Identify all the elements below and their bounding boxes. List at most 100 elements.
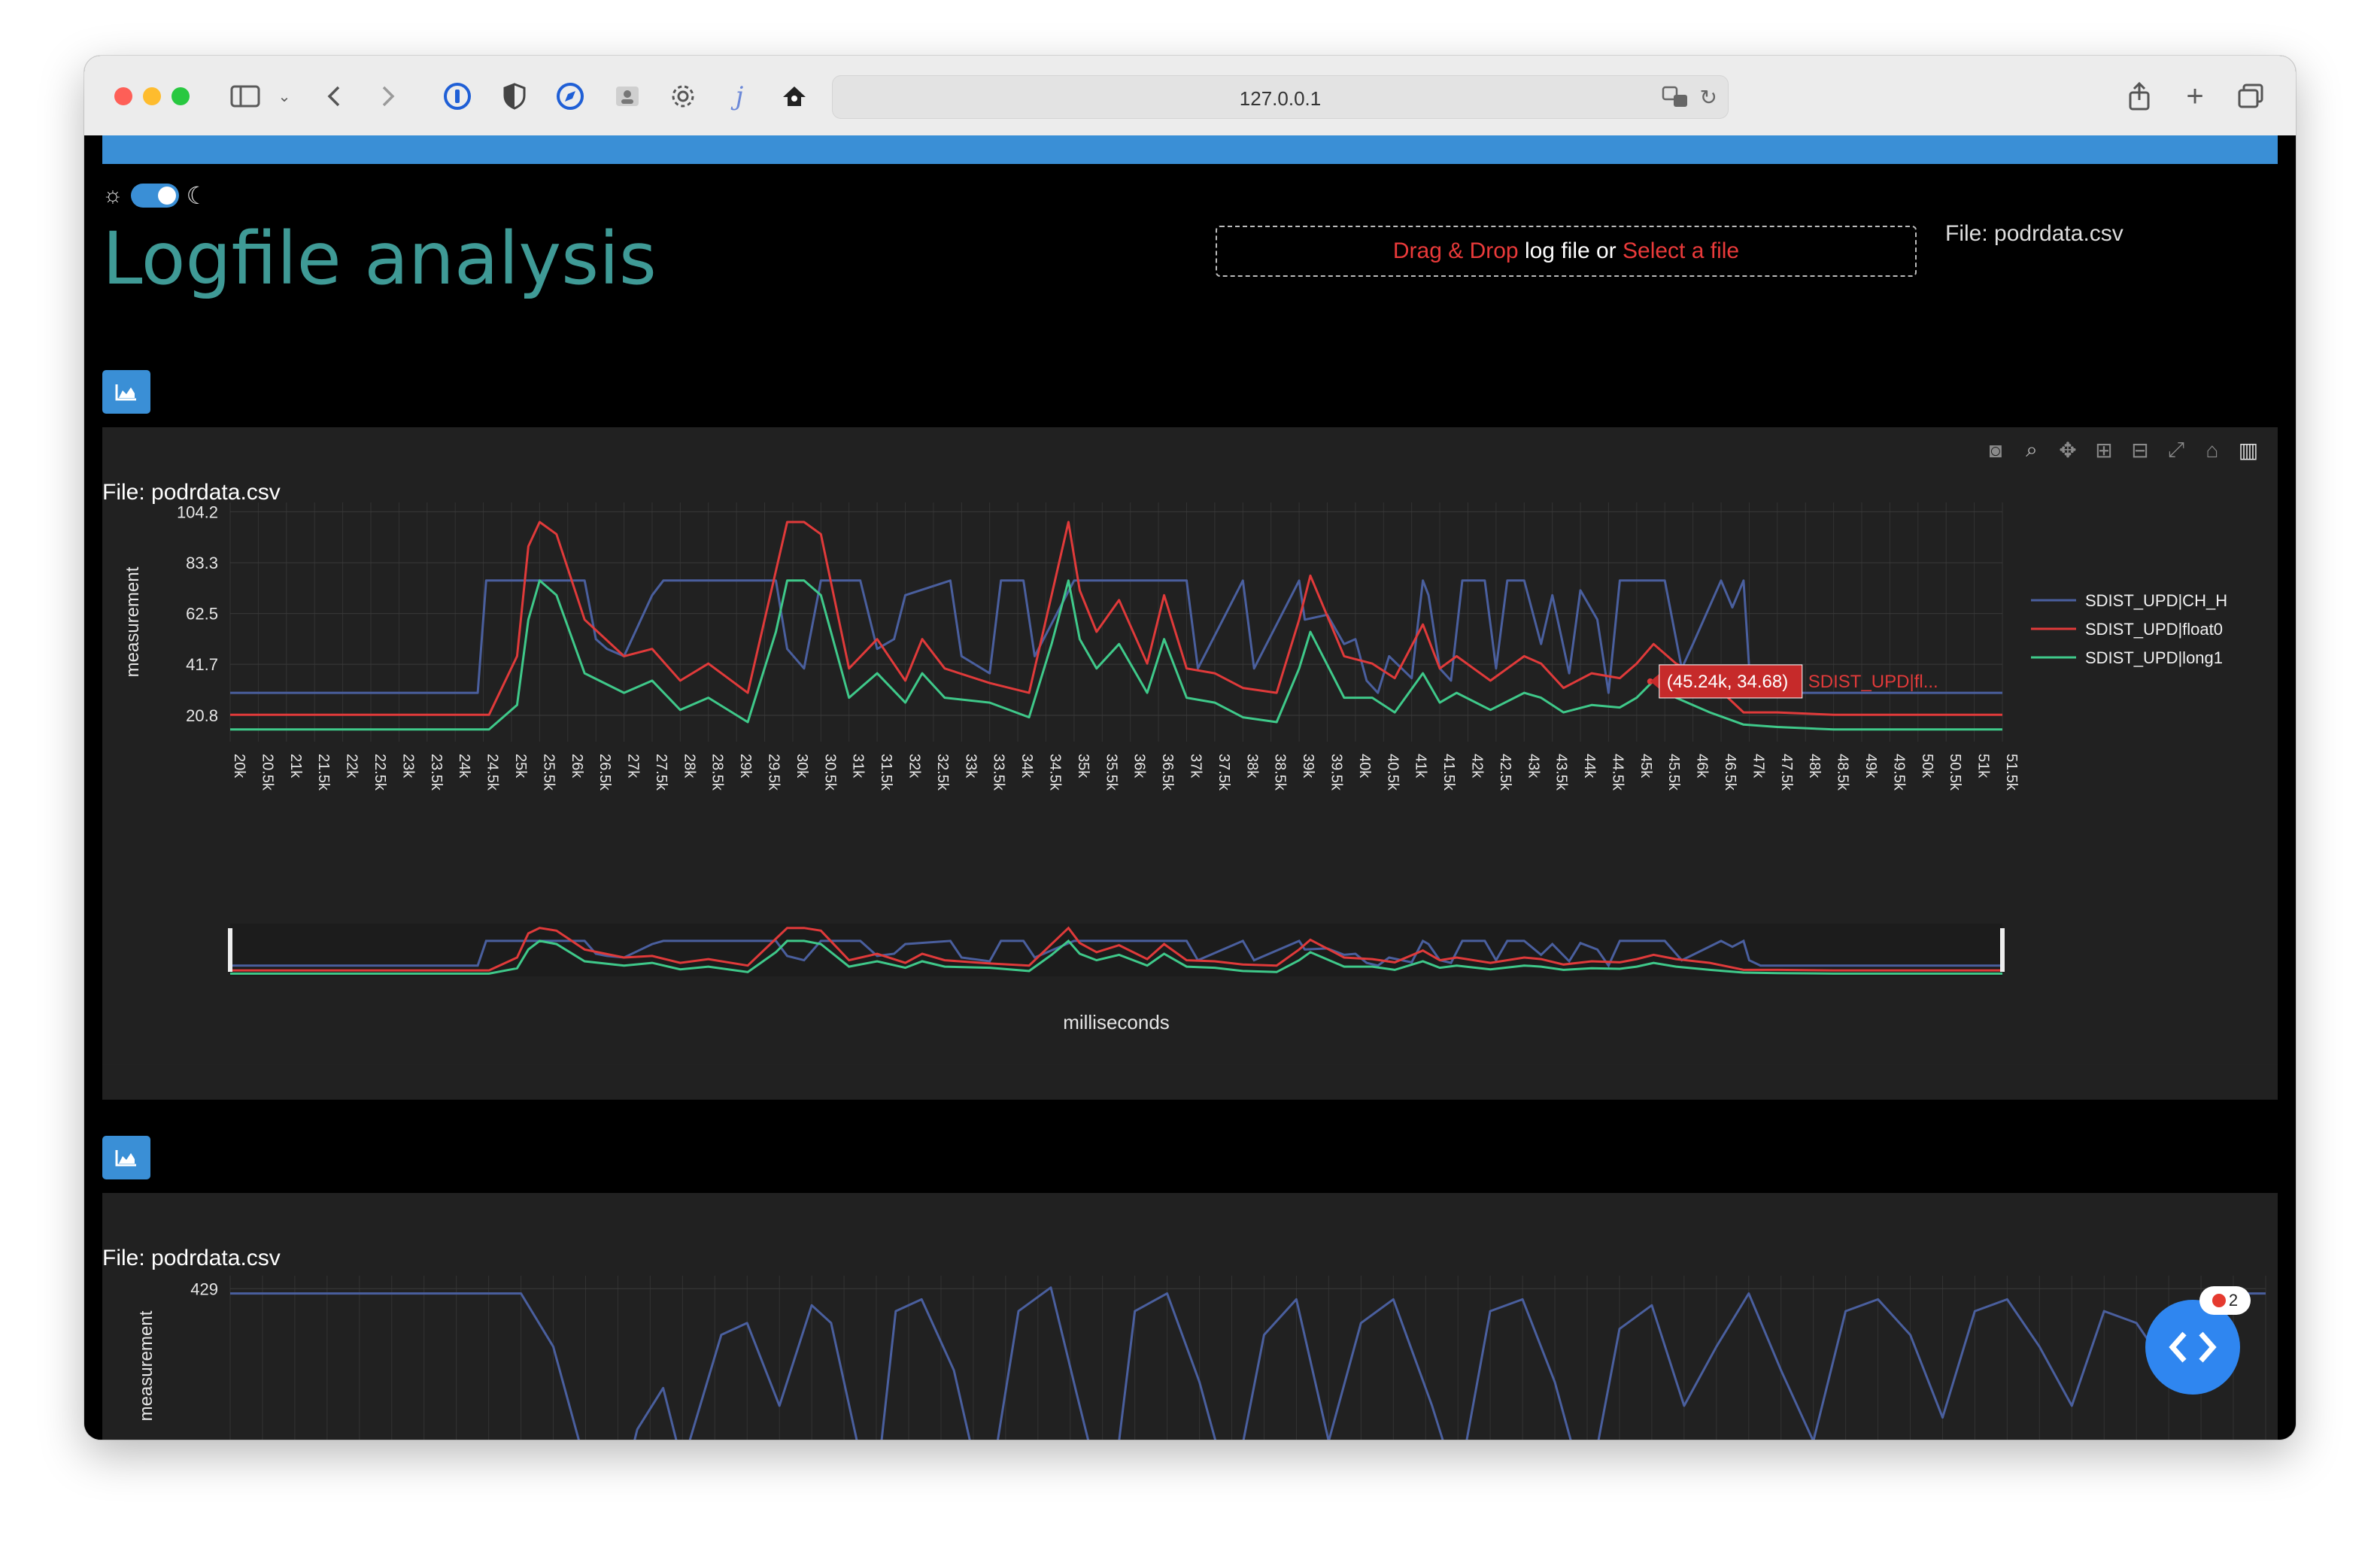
x-tick-label: 33k bbox=[962, 754, 979, 779]
x-tick-label: 20k bbox=[231, 754, 247, 779]
y-tick-label: 41.7 bbox=[186, 655, 218, 674]
autoscale-icon[interactable]: ⤢ bbox=[2167, 438, 2185, 461]
x-tick-label: 28.5k bbox=[709, 754, 726, 791]
x-tick-label: 31.5k bbox=[878, 754, 894, 791]
zoom-icon[interactable]: ⌕ bbox=[2026, 438, 2038, 461]
j-extension-icon[interactable]: j bbox=[735, 81, 744, 111]
area-chart-icon bbox=[115, 1150, 136, 1167]
legend-label: SDIST_UPD|float0 bbox=[2085, 620, 2223, 639]
shield-icon[interactable] bbox=[498, 80, 531, 113]
file-dropzone[interactable]: Drag & Drop log file or Select a file bbox=[1216, 226, 1917, 277]
x-tick-label: 41.5k bbox=[1440, 754, 1457, 791]
notification-badge: 2 bbox=[2199, 1286, 2251, 1315]
theme-toggle[interactable] bbox=[130, 184, 179, 208]
chart-panel-1: ◙ ⌕ ✥ ⊞ ⊟ ⤢ ⌂ ▥ File: podrdata.csv 20k 20… bbox=[102, 427, 2278, 1100]
sidebar-menu-chevron-icon[interactable]: ⌄ bbox=[278, 88, 291, 105]
x-tick-label: 21.5k bbox=[315, 754, 332, 791]
share-icon[interactable] bbox=[2124, 80, 2154, 113]
x-tick-label: 51.5k bbox=[2003, 754, 2020, 791]
hover-tooltip-box bbox=[1659, 664, 1803, 699]
home-icon[interactable]: ⌂ bbox=[2205, 438, 2219, 462]
series-line bbox=[230, 521, 2002, 716]
y-tick-label: 20.8 bbox=[186, 706, 218, 725]
x-tick-label: 32.5k bbox=[934, 754, 951, 791]
x-tick-label: 39.5k bbox=[1328, 754, 1344, 791]
compass-extension-icon[interactable] bbox=[554, 80, 587, 113]
moon-icon: ☾ bbox=[186, 182, 208, 209]
address-bar[interactable]: 127.0.0.1 ↻ bbox=[832, 75, 1729, 119]
range-slider-series-line bbox=[230, 939, 2002, 975]
browser-toolbar: ⌄ j 127.0.0.1 ↻ bbox=[84, 56, 2296, 136]
series-line bbox=[230, 579, 2002, 731]
legend-label: SDIST_UPD|CH_H bbox=[2085, 591, 2227, 610]
hover-tooltip-arrow bbox=[1650, 673, 1659, 689]
x-tick-label: 49.5k bbox=[1890, 754, 1907, 791]
x-tick-label: 30.5k bbox=[821, 754, 838, 791]
x-tick-label: 35k bbox=[1075, 754, 1091, 779]
x-tick-label: 48.5k bbox=[1835, 754, 1851, 791]
x-tick-label: 22k bbox=[344, 754, 360, 779]
new-tab-icon[interactable]: + bbox=[2186, 79, 2204, 113]
reload-icon[interactable]: ↻ bbox=[1699, 86, 1717, 109]
x-axis-title: milliseconds bbox=[1063, 1011, 1170, 1033]
line-chart-1[interactable]: 20k 20.5k 21k 21.5k 22k 22.5k 23k 23.5k 24k 24.5k… bbox=[102, 427, 2278, 1100]
x-tick-label: 49k bbox=[1862, 754, 1879, 779]
password-manager-icon[interactable] bbox=[441, 80, 474, 113]
plotly-logo-icon[interactable]: ▥ bbox=[2238, 439, 2259, 462]
range-slider-bg bbox=[230, 924, 2002, 976]
x-tick-label: 32k bbox=[906, 754, 923, 779]
forward-icon[interactable] bbox=[376, 80, 400, 113]
x-tick-label: 29k bbox=[737, 754, 754, 779]
x-tick-label: 21k bbox=[287, 754, 304, 779]
code-view-button[interactable] bbox=[2145, 1300, 2240, 1395]
x-tick-label: 33.5k bbox=[991, 754, 1007, 791]
ghost-extension-icon[interactable] bbox=[778, 80, 811, 113]
x-tick-label: 46k bbox=[1694, 754, 1711, 779]
x-tick-label: 47k bbox=[1750, 754, 1766, 779]
code-brackets-icon bbox=[2169, 1331, 2217, 1363]
y-tick-label: 62.5 bbox=[186, 605, 218, 624]
x-tick-label: 40k bbox=[1356, 754, 1373, 779]
minimize-window-button[interactable] bbox=[143, 87, 161, 105]
hover-point bbox=[1647, 678, 1653, 684]
zoom-window-button[interactable] bbox=[172, 87, 190, 105]
x-tick-label: 31k bbox=[850, 754, 867, 779]
x-tick-label: 30k bbox=[794, 754, 810, 779]
x-tick-label: 25.5k bbox=[540, 754, 557, 791]
zoom-in-icon[interactable]: ⊞ bbox=[2095, 439, 2113, 462]
zoom-out-icon[interactable]: ⊟ bbox=[2131, 439, 2149, 462]
gear-icon[interactable] bbox=[666, 80, 700, 113]
x-tick-label: 37k bbox=[1187, 754, 1204, 779]
x-tick-label: 40.5k bbox=[1384, 754, 1401, 791]
hover-tooltip-series: SDIST_UPD|fl... bbox=[1808, 672, 1938, 692]
page-title: Logfile analysis bbox=[102, 217, 657, 301]
camera-icon[interactable]: ◙ bbox=[1989, 438, 2002, 462]
x-tick-label: 28k bbox=[681, 754, 697, 779]
x-tick-label: 42.5k bbox=[1497, 754, 1513, 791]
x-tick-label: 26k bbox=[569, 754, 585, 779]
series-line bbox=[230, 1286, 2266, 1440]
translate-icon[interactable] bbox=[1662, 86, 1689, 112]
range-slider-series-line bbox=[230, 926, 2002, 972]
line-chart-2[interactable]: 429 measurement bbox=[102, 1193, 2278, 1440]
close-window-button[interactable] bbox=[114, 87, 132, 105]
x-tick-label: 47.5k bbox=[1778, 754, 1795, 791]
x-tick-label: 44k bbox=[1581, 754, 1598, 779]
x-tick-label: 46.5k bbox=[1722, 754, 1738, 791]
sidebar-toggle-icon[interactable] bbox=[229, 80, 262, 113]
x-tick-label: 42k bbox=[1468, 754, 1485, 779]
tab-overview-icon[interactable] bbox=[2236, 80, 2266, 113]
chart-toggle-button-1[interactable] bbox=[102, 370, 150, 414]
chart-file-label-2: File: podrdata.csv bbox=[102, 1246, 281, 1270]
x-tick-label: 45.5k bbox=[1665, 754, 1682, 791]
x-tick-label: 37.5k bbox=[1216, 754, 1232, 791]
browser-window: ⌄ j 127.0.0.1 ↻ bbox=[84, 56, 2296, 1440]
x-tick-label: 41k bbox=[1413, 754, 1429, 779]
pan-icon[interactable]: ✥ bbox=[2059, 439, 2077, 462]
chart-toggle-button-2[interactable] bbox=[102, 1136, 150, 1179]
chart-file-label-1: File: podrdata.csv bbox=[102, 480, 281, 505]
select-file-link[interactable]: Select a file bbox=[1623, 238, 1740, 263]
users-extension-icon[interactable] bbox=[611, 80, 644, 113]
y-axis-title: measurement bbox=[136, 1310, 156, 1421]
back-icon[interactable] bbox=[322, 80, 346, 113]
